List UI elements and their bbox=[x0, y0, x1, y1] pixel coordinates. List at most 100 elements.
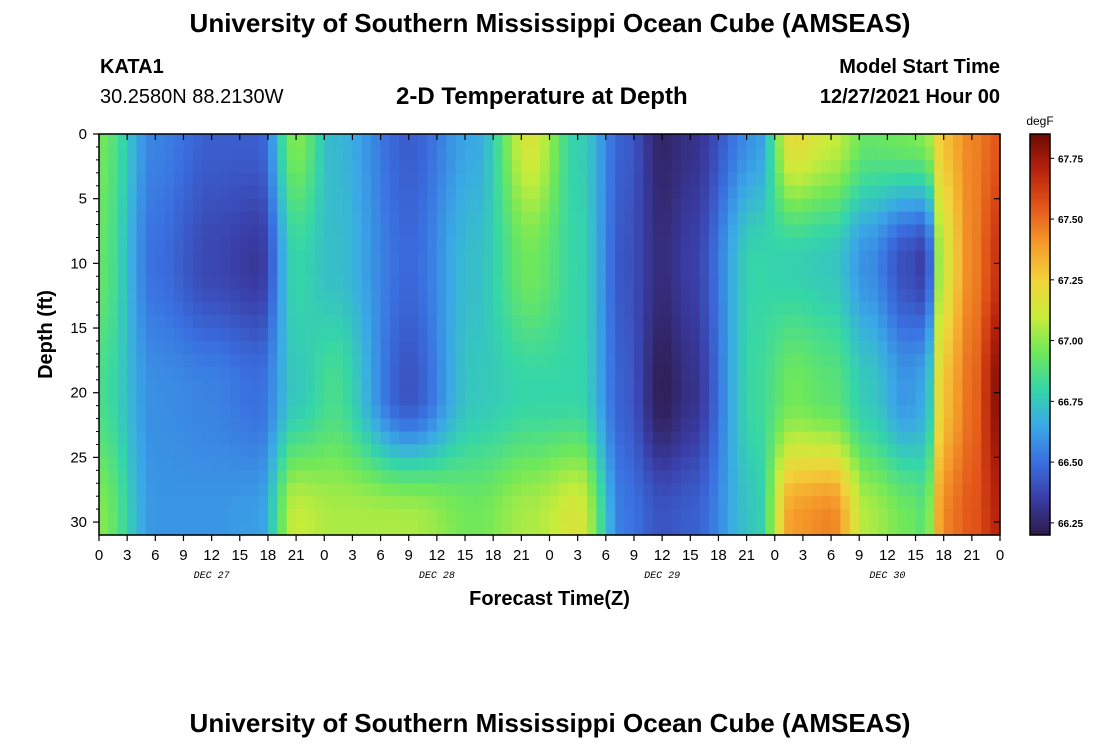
heatmap-cell bbox=[793, 366, 804, 381]
heatmap-cell bbox=[981, 159, 992, 174]
heatmap-cell bbox=[418, 509, 429, 523]
heatmap-cell bbox=[737, 431, 748, 446]
heatmap-cell bbox=[446, 198, 457, 213]
x-tick-label: 6 bbox=[602, 547, 610, 564]
heatmap-cell bbox=[709, 172, 720, 187]
heatmap-cell bbox=[615, 263, 626, 277]
heatmap-cell bbox=[877, 340, 888, 355]
heatmap-cell bbox=[249, 366, 260, 381]
heatmap-cell bbox=[633, 405, 644, 420]
heatmap-cell bbox=[361, 457, 372, 471]
heatmap-cell bbox=[699, 237, 710, 252]
heatmap-cell bbox=[643, 237, 654, 252]
heatmap-cell bbox=[849, 522, 860, 536]
heatmap-cell bbox=[99, 211, 109, 226]
heatmap-cell bbox=[540, 483, 551, 497]
heatmap-cell bbox=[915, 315, 926, 329]
heatmap-cell bbox=[643, 263, 654, 277]
heatmap-cell bbox=[117, 159, 128, 174]
heatmap-cell bbox=[108, 276, 119, 290]
heatmap-cell bbox=[540, 198, 551, 213]
heatmap-cell bbox=[174, 340, 185, 355]
heatmap-cell bbox=[99, 405, 109, 420]
heatmap-cell bbox=[924, 522, 935, 536]
heatmap-cell bbox=[943, 211, 954, 226]
heatmap-cell bbox=[718, 289, 729, 303]
heatmap-cell bbox=[483, 392, 494, 407]
heatmap-cell bbox=[155, 353, 166, 368]
heatmap-cell bbox=[934, 146, 945, 161]
heatmap-cell bbox=[465, 328, 476, 342]
heatmap-cell bbox=[446, 457, 457, 471]
heatmap-cell bbox=[887, 289, 898, 303]
heatmap-cell bbox=[709, 289, 720, 303]
heatmap-cell bbox=[727, 198, 738, 213]
heatmap-cell bbox=[784, 198, 795, 213]
heatmap-cell bbox=[934, 211, 945, 226]
heatmap-cell bbox=[127, 444, 138, 458]
heatmap-cell bbox=[155, 392, 166, 407]
heatmap-cell bbox=[483, 431, 494, 446]
heatmap-cell bbox=[108, 483, 119, 497]
heatmap-cell bbox=[859, 185, 870, 200]
heatmap-cell bbox=[793, 250, 804, 264]
heatmap-cell bbox=[389, 134, 400, 148]
heatmap-cell bbox=[896, 198, 907, 213]
heatmap-cell bbox=[474, 159, 485, 174]
heatmap-cell bbox=[549, 483, 560, 497]
heatmap-cell bbox=[605, 185, 616, 200]
heatmap-cell bbox=[455, 392, 466, 407]
heatmap-cell bbox=[258, 366, 269, 381]
heatmap-cell bbox=[587, 302, 598, 316]
heatmap-cell bbox=[812, 483, 823, 497]
heatmap-cell bbox=[493, 250, 504, 264]
heatmap-cell bbox=[615, 224, 626, 239]
heatmap-cell bbox=[605, 159, 616, 174]
heatmap-cell bbox=[633, 483, 644, 497]
x-axis-title: Forecast Time(Z) bbox=[469, 588, 630, 610]
heatmap-cell bbox=[174, 159, 185, 174]
heatmap-cell bbox=[474, 353, 485, 368]
heatmap-cell bbox=[145, 276, 156, 290]
heatmap-cell bbox=[117, 496, 128, 510]
heatmap-cell bbox=[690, 496, 701, 510]
heatmap-cell bbox=[962, 340, 973, 355]
heatmap-cell bbox=[258, 470, 269, 484]
heatmap-cell bbox=[953, 496, 964, 510]
heatmap-cell bbox=[868, 470, 879, 484]
heatmap-cell bbox=[718, 276, 729, 290]
heatmap-cell bbox=[943, 470, 954, 484]
heatmap-cell bbox=[155, 366, 166, 381]
heatmap-cell bbox=[915, 470, 926, 484]
heatmap-cell bbox=[840, 302, 851, 316]
heatmap-cell bbox=[418, 392, 429, 407]
heatmap-cell bbox=[296, 172, 307, 187]
heatmap-cell bbox=[239, 263, 250, 277]
heatmap-cell bbox=[436, 146, 447, 161]
heatmap-cell bbox=[352, 392, 363, 407]
heatmap-cell bbox=[399, 509, 410, 523]
heatmap-cell bbox=[427, 522, 438, 536]
heatmap-cell bbox=[549, 302, 560, 316]
heatmap-cell bbox=[971, 366, 982, 381]
heatmap-cell bbox=[840, 198, 851, 213]
heatmap-cell bbox=[136, 328, 147, 342]
heatmap-cell bbox=[465, 353, 476, 368]
heatmap-cell bbox=[99, 379, 109, 394]
heatmap-cell bbox=[164, 328, 175, 342]
heatmap-cell bbox=[399, 302, 410, 316]
heatmap-cell bbox=[399, 379, 410, 394]
station-coordinates: 30.2580N 88.2130W bbox=[100, 86, 284, 108]
heatmap-cell bbox=[690, 457, 701, 471]
heatmap-cell bbox=[971, 470, 982, 484]
heatmap-cell bbox=[267, 159, 278, 174]
heatmap-cell bbox=[690, 392, 701, 407]
heatmap-cell bbox=[709, 366, 720, 381]
heatmap-cell bbox=[906, 457, 917, 471]
heatmap-cell bbox=[221, 444, 231, 458]
heatmap-cell bbox=[737, 366, 748, 381]
heatmap-cell bbox=[511, 172, 522, 187]
heatmap-cell bbox=[343, 146, 354, 161]
heatmap-cell bbox=[230, 522, 241, 536]
heatmap-cell bbox=[737, 496, 748, 510]
